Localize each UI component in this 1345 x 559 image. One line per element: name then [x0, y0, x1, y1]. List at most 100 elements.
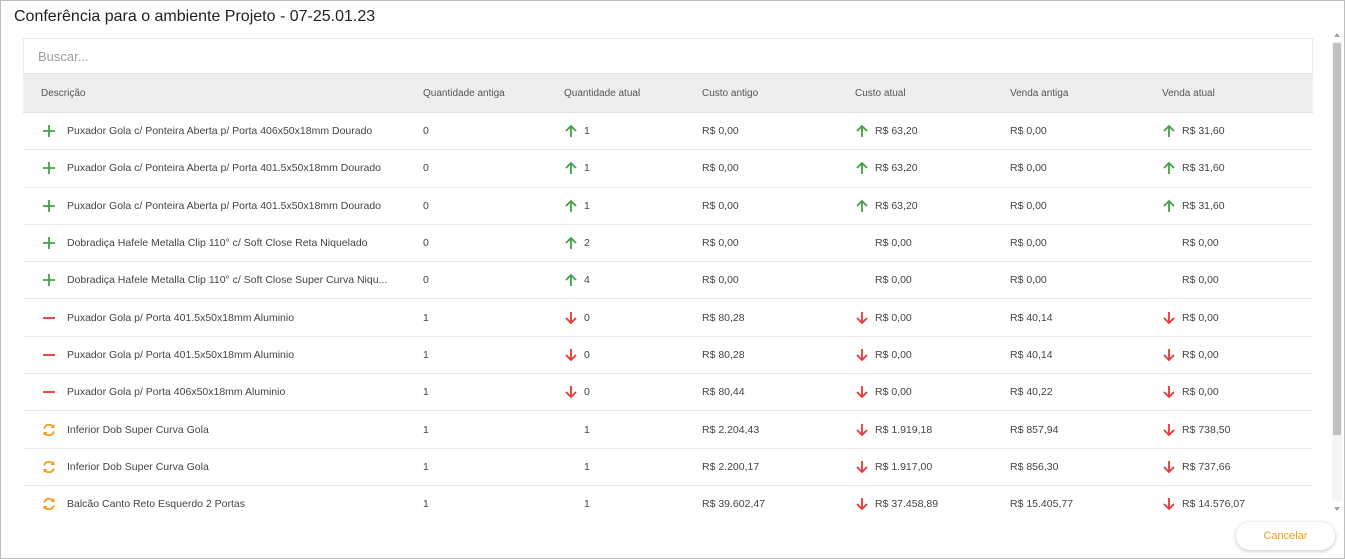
arrow-down-icon: [1162, 311, 1176, 325]
cell-custo-antigo: R$ 80,44: [702, 386, 745, 399]
descricao-text: Inferior Dob Super Curva Gola: [67, 460, 209, 473]
search-bar: [23, 38, 1313, 74]
plus-icon: [41, 272, 57, 288]
dialog-title: Conferência para o ambiente Projeto - 07…: [14, 8, 376, 25]
cell-venda-antiga: R$ 0,00: [1010, 162, 1047, 175]
cell-descricao: Dobradiça Hafele Metalla Clip 110° c/ So…: [23, 272, 423, 288]
quantidade-atual-text: 0: [584, 386, 590, 399]
cell-quantidade-atual: 1: [564, 161, 702, 175]
cell-venda-antiga: R$ 857,94: [1010, 423, 1059, 436]
cell-quantidade-antiga: 0: [423, 199, 429, 212]
cell-descricao: Puxador Gola c/ Ponteira Aberta p/ Porta…: [23, 160, 423, 176]
cell-venda-atual: R$ 31,60: [1162, 124, 1312, 138]
descricao-text: Dobradiça Hafele Metalla Clip 110° c/ So…: [67, 237, 368, 250]
table-row[interactable]: Puxador Gola c/ Ponteira Aberta p/ Porta…: [23, 150, 1313, 188]
table-row[interactable]: Inferior Dob Super Curva Gola 1 1 R$ 2.2…: [23, 411, 1313, 449]
cell-quantidade-atual: 0: [564, 311, 702, 325]
table-row[interactable]: Dobradiça Hafele Metalla Clip 110° c/ So…: [23, 225, 1313, 263]
cell-custo-atual: R$ 63,20: [855, 161, 1010, 175]
header-venda-atual[interactable]: Venda atual: [1162, 87, 1215, 99]
quantidade-atual-text: 0: [584, 311, 590, 324]
cell-custo-antigo: R$ 0,00: [702, 125, 739, 138]
arrow-down-icon: [564, 348, 578, 362]
table-header: Descrição Quantidade antiga Quantidade a…: [23, 74, 1313, 113]
sync-icon: [41, 422, 57, 438]
cell-custo-antigo: R$ 0,00: [702, 274, 739, 287]
scroll-down-icon[interactable]: [1334, 507, 1340, 511]
minus-icon: [41, 347, 57, 363]
table-row[interactable]: Puxador Gola p/ Porta 401.5x50x18mm Alum…: [23, 337, 1313, 375]
table-row[interactable]: Dobradiça Hafele Metalla Clip 110° c/ So…: [23, 262, 1313, 300]
arrow-up-icon: [564, 199, 578, 213]
table-row[interactable]: Balcão Canto Reto Esquerdo 2 Portas 1 1 …: [23, 486, 1313, 518]
arrow-up-icon: [855, 199, 869, 213]
descricao-text: Puxador Gola c/ Ponteira Aberta p/ Porta…: [67, 162, 382, 175]
cell-quantidade-antiga: 1: [423, 498, 429, 511]
descricao-text: Puxador Gola p/ Porta 401.5x50x18mm Alum…: [67, 311, 295, 324]
arrow-down-icon: [855, 311, 869, 325]
venda-atual-text: R$ 0,00: [1182, 274, 1219, 287]
header-descricao[interactable]: Descrição: [41, 87, 86, 99]
cell-descricao: Balcão Canto Reto Esquerdo 2 Portas: [23, 496, 423, 512]
header-custo-atual[interactable]: Custo atual: [855, 87, 906, 99]
cell-venda-antiga: R$ 0,00: [1010, 274, 1047, 287]
arrow-down-icon: [855, 423, 869, 437]
search-input[interactable]: [36, 47, 1312, 65]
cell-custo-antigo: R$ 80,28: [702, 348, 745, 361]
header-venda-antiga[interactable]: Venda antiga: [1010, 87, 1069, 99]
descricao-text: Balcão Canto Reto Esquerdo 2 Portas: [67, 498, 246, 511]
cell-quantidade-atual: 1: [564, 423, 702, 437]
table-row[interactable]: Puxador Gola c/ Ponteira Aberta p/ Porta…: [23, 188, 1313, 225]
arrow-down-icon: [855, 497, 869, 511]
cell-descricao: Puxador Gola c/ Ponteira Aberta p/ Porta…: [23, 198, 423, 214]
cell-custo-atual: R$ 1.919,18: [855, 423, 1010, 437]
cell-custo-atual: R$ 0,00: [855, 273, 1010, 287]
sync-icon: [41, 459, 57, 475]
arrow-up-icon: [564, 161, 578, 175]
descricao-text: Puxador Gola c/ Ponteira Aberta p/ Porta…: [67, 199, 382, 212]
arrow-up-icon: [1162, 124, 1176, 138]
cancel-button[interactable]: Cancelar: [1236, 522, 1335, 550]
cell-venda-antiga: R$ 15.405,77: [1010, 498, 1074, 511]
cell-quantidade-atual: 4: [564, 273, 702, 287]
descricao-text: Puxador Gola p/ Porta 406x50x18mm Alumin…: [67, 386, 286, 399]
cell-quantidade-antiga: 0: [423, 274, 429, 287]
scroll-thumb[interactable]: [1333, 43, 1341, 435]
cell-custo-antigo: R$ 0,00: [702, 237, 739, 250]
cell-custo-atual: R$ 0,00: [855, 348, 1010, 362]
cell-venda-atual: R$ 31,60: [1162, 161, 1312, 175]
custo-atual-text: R$ 0,00: [875, 274, 912, 287]
descricao-text: Inferior Dob Super Curva Gola: [67, 423, 209, 436]
table-row[interactable]: Puxador Gola p/ Porta 406x50x18mm Alumin…: [23, 374, 1313, 412]
scroll-up-icon[interactable]: [1334, 33, 1340, 37]
arrow-up-icon: [855, 124, 869, 138]
cell-venda-atual: R$ 737,66: [1162, 460, 1312, 474]
cell-venda-antiga: R$ 0,00: [1010, 199, 1047, 212]
header-custo-antigo[interactable]: Custo antigo: [702, 87, 759, 99]
table-row[interactable]: Inferior Dob Super Curva Gola 1 1 R$ 2.2…: [23, 449, 1313, 486]
cell-venda-antiga: R$ 0,00: [1010, 125, 1047, 138]
quantidade-atual-text: 1: [584, 498, 590, 511]
cell-venda-antiga: R$ 0,00: [1010, 237, 1047, 250]
cell-venda-atual: R$ 738,50: [1162, 423, 1312, 437]
table-row[interactable]: Puxador Gola p/ Porta 401.5x50x18mm Alum…: [23, 299, 1313, 337]
custo-atual-text: R$ 0,00: [875, 311, 912, 324]
arrow-up-icon: [564, 236, 578, 250]
vertical-scrollbar[interactable]: [1332, 31, 1342, 513]
cell-quantidade-antiga: 1: [423, 348, 429, 361]
quantidade-atual-text: 1: [584, 162, 590, 175]
cell-custo-antigo: R$ 2.200,17: [702, 460, 760, 473]
table-row[interactable]: Puxador Gola c/ Ponteira Aberta p/ Porta…: [23, 113, 1313, 151]
cell-custo-antigo: R$ 80,28: [702, 311, 745, 324]
cell-quantidade-antiga: 1: [423, 460, 429, 473]
minus-icon: [41, 384, 57, 400]
descricao-text: Puxador Gola p/ Porta 401.5x50x18mm Alum…: [67, 348, 295, 361]
cell-descricao: Puxador Gola p/ Porta 401.5x50x18mm Alum…: [23, 347, 423, 363]
header-quantidade-atual[interactable]: Quantidade atual: [564, 87, 641, 99]
cell-custo-atual: R$ 0,00: [855, 385, 1010, 399]
header-quantidade-antiga[interactable]: Quantidade antiga: [423, 87, 505, 99]
custo-atual-text: R$ 63,20: [875, 125, 918, 138]
cell-quantidade-antiga: 1: [423, 386, 429, 399]
cell-custo-atual: R$ 1.917,00: [855, 460, 1010, 474]
